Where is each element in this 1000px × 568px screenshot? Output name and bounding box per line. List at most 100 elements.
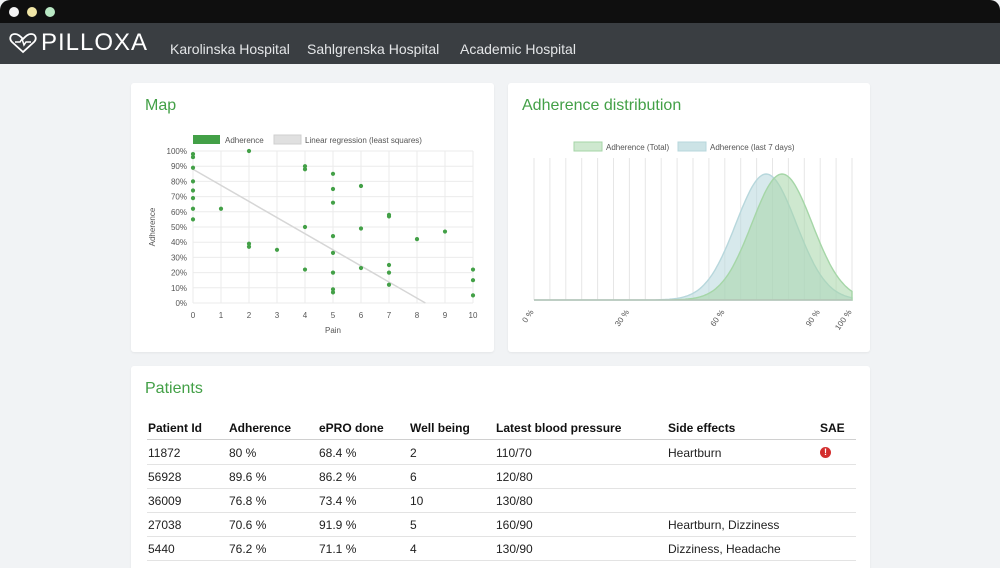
scatter-point [330,287,336,292]
cell-adherence: 76.2 % [229,542,267,556]
cell-well-being: 6 [410,470,417,484]
legend-label-total: Adherence (Total) [606,143,669,152]
cell-adherence: 89.6 % [229,470,267,484]
scatter-point [302,164,308,169]
cell-well-being: 10 [410,494,424,508]
scatter-point [246,148,252,154]
table-row[interactable]: 11872 80 % 68.4 % 2 110/70 Heartburn ! [147,441,856,465]
y-tick-label: 60% [171,208,187,217]
table-row[interactable]: 36009 76.8 % 73.4 % 10 130/80 [147,489,856,513]
scatter-point [386,270,392,275]
table-row[interactable]: 27038 70.6 % 91.9 % 5 160/90 Heartburn, … [147,513,856,537]
x-tick-label: 2 [247,311,252,320]
patients-card-title: Patients [145,380,203,397]
legend-swatch-last-7-days [677,141,707,152]
column-header-blood-pressure[interactable]: Latest blood pressure [496,421,622,435]
scatter-point [190,196,196,201]
window-maximize-button[interactable] [45,7,55,17]
legend-swatch-adherence [193,135,220,144]
scatter-point [358,183,364,189]
nav-link-academic[interactable]: Academic Hospital [460,41,576,57]
cell-side-effects: Heartburn [668,446,722,460]
column-header-sae[interactable]: SAE [820,421,845,435]
window-minimize-button[interactable] [27,7,37,17]
scatter-point [358,226,364,231]
cell-well-being: 4 [410,542,417,556]
distribution-card-title: Adherence distribution [522,97,682,114]
column-header-patient-id[interactable]: Patient Id [148,421,203,435]
column-header-epro[interactable]: ePRO done [319,421,384,435]
cell-blood-pressure: 120/80 [496,470,533,484]
cell-epro: 91.9 % [319,518,357,532]
scatter-point [190,179,196,184]
cell-blood-pressure: 130/90 [496,542,533,556]
scatter-point [302,267,308,272]
nav-link-sahlgrenska[interactable]: Sahlgrenska Hospital [307,41,440,57]
column-header-side-effects[interactable]: Side effects [668,421,736,435]
scatter-point [190,217,196,222]
scatter-point [470,267,476,272]
scatter-point [190,206,196,211]
y-tick-label: 30% [171,253,187,262]
cell-adherence: 80 % [229,446,257,460]
scatter-point [246,241,252,246]
scatter-point [274,247,280,252]
nav-link-karolinska[interactable]: Karolinska Hospital [170,41,290,57]
scatter-point [386,214,392,219]
cell-adherence: 76.8 % [229,494,267,508]
scatter-chart: 0% 10% 20% 30% 40% 50% 60% 70% 80% 90% 100% 0 1 2 3 4 5 6… [148,134,478,335]
scatter-point [330,234,336,239]
sae-alert-icon[interactable]: ! [820,447,831,458]
scatter-point [218,206,224,211]
y-tick-label: 40% [171,238,187,247]
cell-blood-pressure: 160/90 [496,518,533,532]
y-tick-label: 100% [167,147,187,156]
cell-epro: 73.4 % [319,494,357,508]
cell-epro: 86.2 % [319,470,357,484]
scatter-point [190,151,196,157]
x-tick-label: 4 [303,311,308,320]
y-tick-label: 90% [171,162,187,171]
legend-swatch-regression [273,134,302,145]
legend-swatch-total [573,141,603,152]
scatter-point [190,154,196,160]
window-close-button[interactable] [9,7,19,17]
scatter-point [302,167,308,172]
y-tick-label: 10% [171,284,187,293]
cell-blood-pressure: 110/70 [496,446,532,460]
scatter-point [302,224,308,230]
cell-blood-pressure: 130/80 [496,494,533,508]
map-card: Map [131,83,494,352]
cell-side-effects: Heartburn, Dizziness [668,518,780,532]
scatter-point [330,171,336,176]
scatter-point [414,237,420,242]
legend-label-adherence: Adherence [225,136,264,145]
table-header-row: Patient Id Adherence ePRO done Well bein… [147,416,856,440]
table-row[interactable]: 5440 76.2 % 71.1 % 4 130/90 Dizziness, H… [147,537,856,561]
patients-card: Patients [131,366,870,568]
x-tick-label: 60 % [709,308,727,328]
scatter-point [330,186,336,192]
table-row[interactable]: 56928 89.6 % 86.2 % 6 120/80 [147,465,856,489]
column-header-adherence[interactable]: Adherence [229,421,292,435]
distribution-chart: 0 % 30 % 60 % 90 % 100 % Adherence (Total) Adh… [520,141,854,332]
x-tick-label: 8 [415,311,420,320]
scatter-point [386,282,392,287]
cell-patient-id: 36009 [148,494,182,508]
cell-epro: 68.4 % [319,446,357,460]
cell-side-effects: Dizziness, Headache [668,542,781,556]
y-tick-label: 50% [171,223,187,232]
x-axis-label: Pain [325,326,341,335]
x-tick-label: 6 [359,311,364,320]
legend-label-regression: Linear regression (least squares) [305,136,422,145]
scatter-point [330,250,336,255]
y-tick-label: 80% [171,177,187,186]
scatter-point [190,165,196,170]
y-tick-label: 20% [171,269,187,278]
x-tick-label: 1 [219,311,224,320]
app-logo[interactable]: PILLOXA [9,29,148,57]
scatter-point [442,229,448,234]
scatter-point [470,278,476,283]
column-header-well-being[interactable]: Well being [410,421,470,435]
scatter-point [386,262,392,268]
